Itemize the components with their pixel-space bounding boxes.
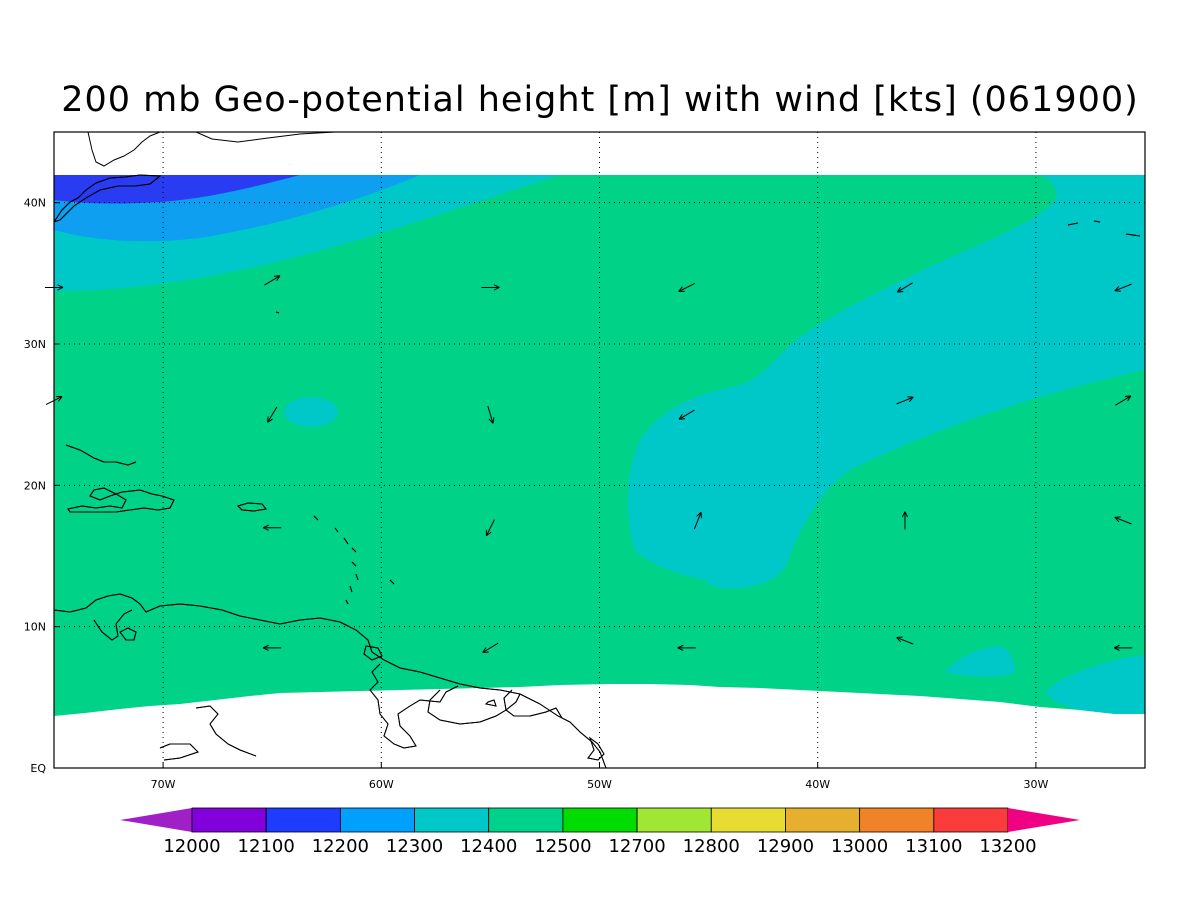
latitude-tick-label: 10N (24, 621, 46, 634)
colorbar-box (489, 808, 563, 832)
colorbar-level-label: 12700 (608, 836, 665, 857)
colorbar-level-label: 12900 (757, 836, 814, 857)
colorbar-box (860, 808, 934, 832)
colorbar-min-arrow (120, 808, 192, 832)
colorbar-level-label: 12400 (460, 836, 517, 857)
colorbar-level-label: 12800 (683, 836, 740, 857)
colorbar-max-arrow (1008, 808, 1080, 832)
longitude-tick-labels: 70W 60W 50W 40W 30W (151, 762, 1049, 791)
latitude-tick-label: 30N (24, 338, 46, 351)
latitude-tick-label: 40N (24, 197, 46, 210)
longitude-tick-label: 60W (369, 778, 394, 791)
colorbar-level-label: 12000 (163, 836, 220, 857)
colorbar: 12000 12100 12200 12300 12400 12500 12700 12800… (120, 808, 1080, 857)
colorbar-box (563, 808, 637, 832)
colorbar-level-label: 13000 (831, 836, 888, 857)
contour-12300-eddy (284, 397, 338, 427)
border-suriname-french-guiana (486, 690, 562, 718)
latitude-tick-label: 20N (24, 479, 46, 492)
colorbar-box (637, 808, 711, 832)
colorbar-box (192, 808, 266, 832)
colorbar-level-label: 12200 (312, 836, 369, 857)
colorbar-box (266, 808, 340, 832)
longitude-tick-label: 50W (587, 778, 612, 791)
colorbar-box (711, 808, 785, 832)
latitude-tick-label: EQ (30, 762, 46, 775)
colorbar-level-label: 12100 (238, 836, 295, 857)
colorbar-box (785, 808, 859, 832)
border-suriname-french-guiana (486, 690, 562, 718)
border-venezuela-colombia (160, 706, 256, 760)
colorbar-level-label: 13100 (905, 836, 962, 857)
colorbar-level-label: 13200 (979, 836, 1036, 857)
no-data-north (54, 132, 1145, 174)
colorbar-box (340, 808, 414, 832)
colorbar-box (934, 808, 1008, 832)
colorbar-level-label: 12500 (534, 836, 591, 857)
longitude-tick-label: 40W (805, 778, 830, 791)
colorbar-level-label: 12300 (386, 836, 443, 857)
colorbar-box (415, 808, 489, 832)
longitude-tick-label: 70W (151, 778, 176, 791)
longitude-tick-label: 30W (1023, 778, 1048, 791)
border-venezuela-colombia (160, 706, 256, 760)
